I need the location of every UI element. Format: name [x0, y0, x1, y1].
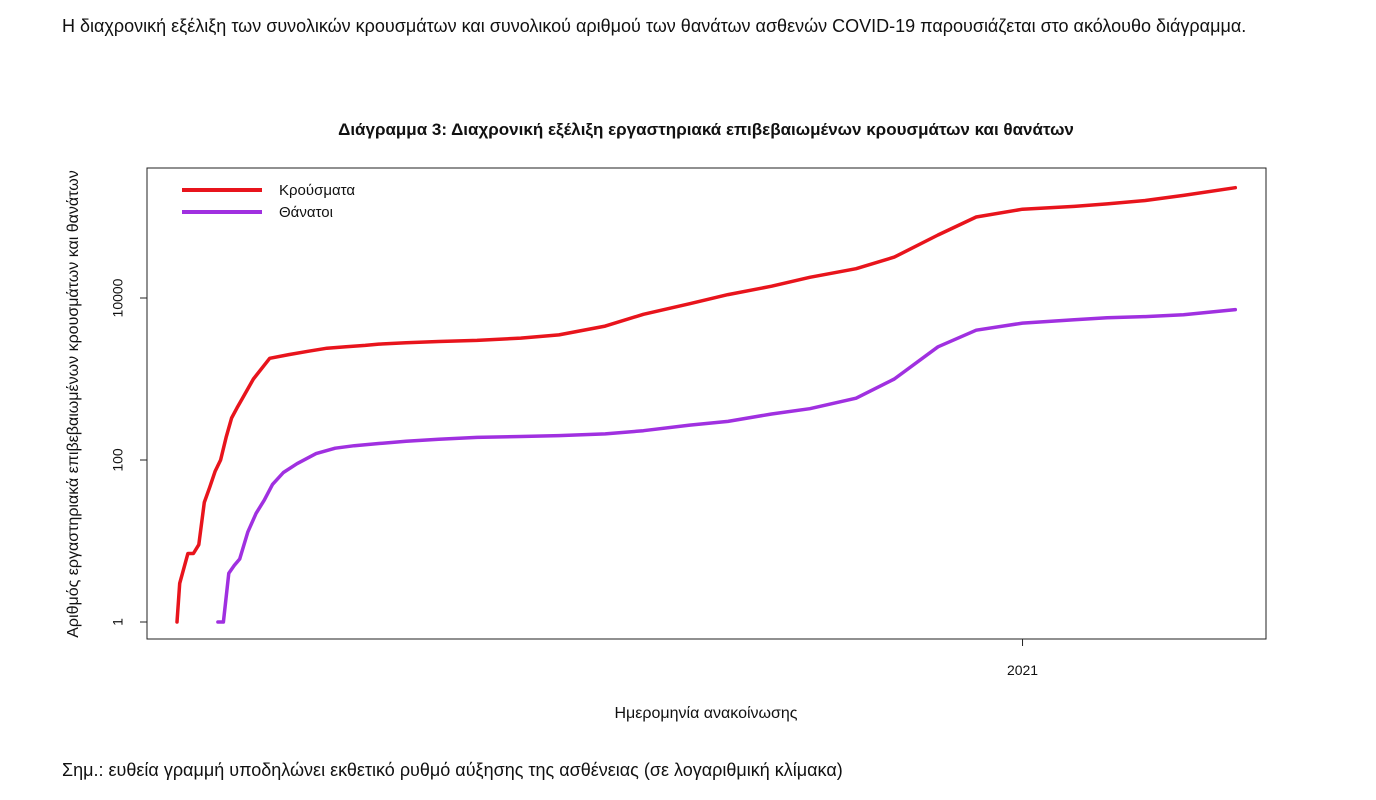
plot-frame — [146, 167, 1267, 640]
intro-paragraph: Η διαχρονική εξέλιξη των συνολικών κρουσ… — [62, 16, 1247, 36]
footnote: Σημ.: ευθεία γραμμή υποδηλώνει εκθετικό … — [62, 760, 843, 780]
y-axis: 1 100 10000 — [110, 278, 148, 626]
x-axis-label: Ημερομηνία ανακοίνωσης — [614, 705, 797, 722]
series-line-deaths — [216, 307, 1238, 624]
chart: Διάγραμμα 3: Διαχρονική εξέλιξη εργαστηρ… — [65, 120, 1267, 722]
series-layer — [175, 185, 1238, 624]
y-axis-label: Αριθμός εργαστηριακά επιβεβαιωμένων κρου… — [65, 170, 82, 638]
legend-label: Θάνατοι — [279, 204, 333, 221]
y-tick-label: 100 — [110, 448, 126, 472]
series-line-cases — [175, 185, 1238, 624]
chart-title: Διάγραμμα 3: Διαχρονική εξέλιξη εργαστηρ… — [338, 120, 1074, 139]
y-tick-label: 1 — [110, 618, 126, 626]
y-tick-label: 10000 — [110, 278, 126, 317]
legend: Κρούσματα Θάνατοι — [182, 182, 355, 221]
x-axis: 2021 — [1007, 639, 1038, 678]
legend-label: Κρούσματα — [279, 182, 355, 199]
x-tick-label: 2021 — [1007, 662, 1038, 678]
